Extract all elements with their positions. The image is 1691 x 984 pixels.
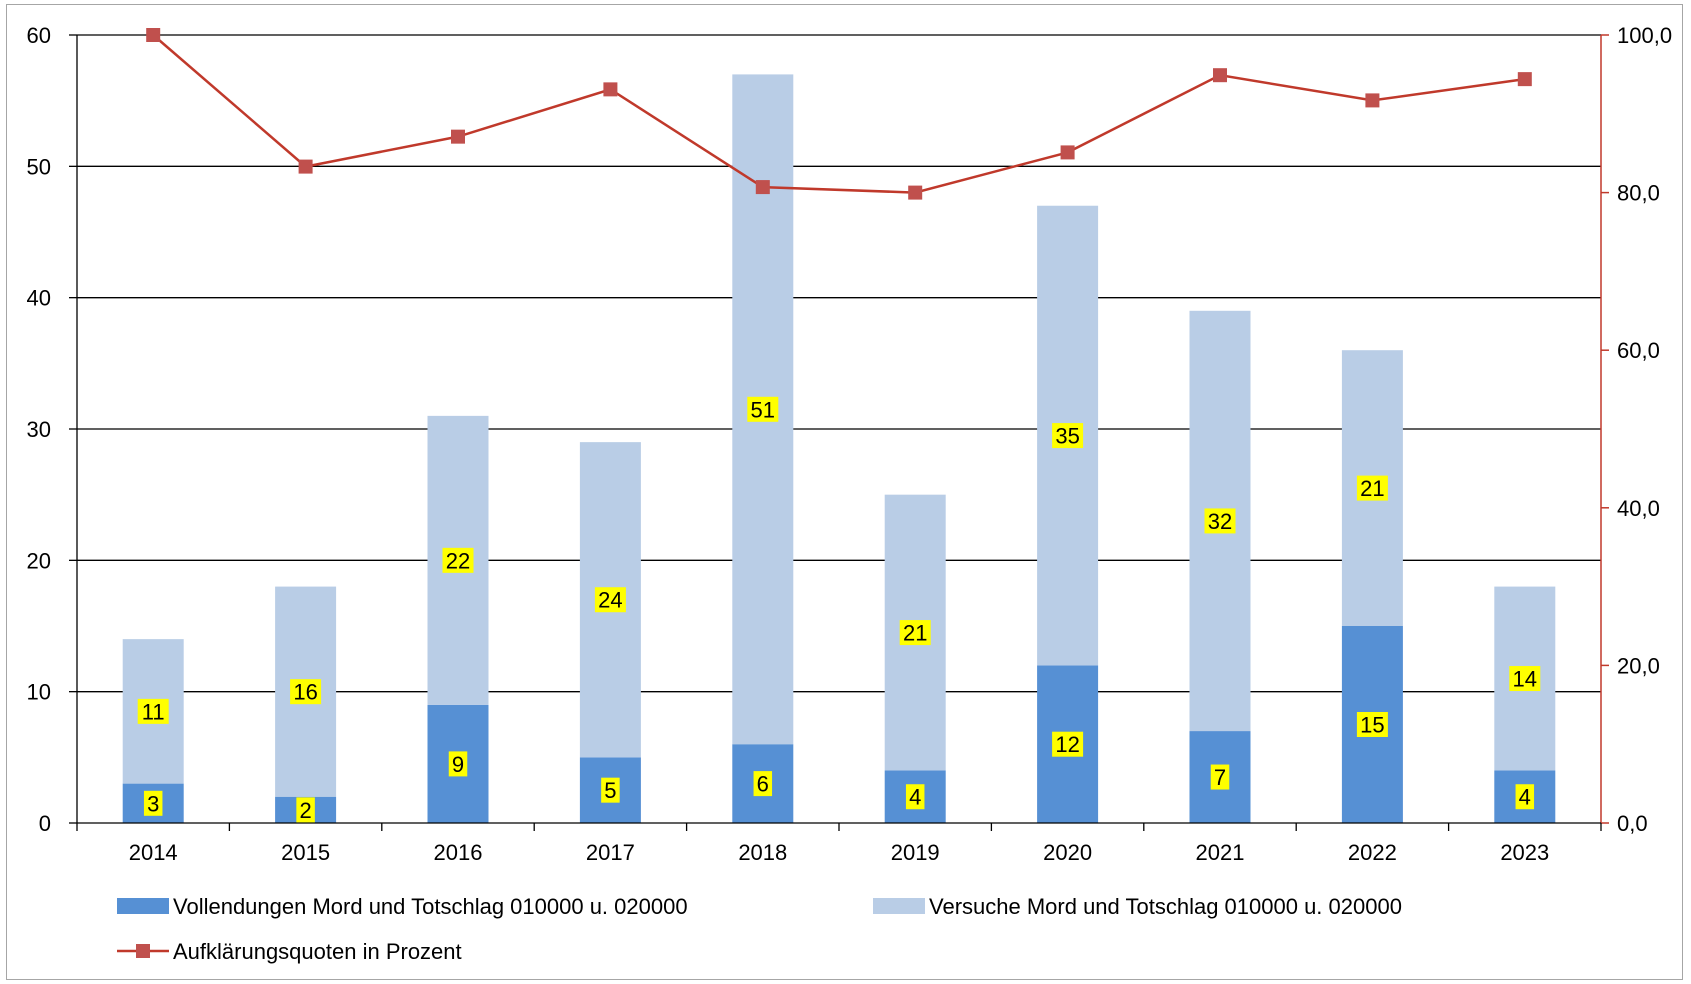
- rate-point: [1060, 145, 1075, 160]
- rate-point: [298, 159, 313, 174]
- left-tick-label: 0: [39, 811, 51, 836]
- rate-point: [1213, 68, 1227, 83]
- rate-point: [451, 129, 465, 144]
- legend-marker-rate: [136, 944, 150, 958]
- x-tick-label: 2023: [1500, 840, 1549, 865]
- left-tick-label: 40: [27, 286, 51, 311]
- left-tick-label: 20: [27, 548, 51, 573]
- rate-point: [146, 28, 161, 42]
- label-versuche: 22: [446, 548, 470, 573]
- rate-point: [1517, 72, 1532, 87]
- left-tick-label: 50: [27, 154, 51, 179]
- label-versuche-bg: [290, 679, 322, 705]
- right-tick-label: 20,0: [1617, 653, 1660, 678]
- label-versuche: 11: [142, 699, 165, 724]
- label-vollendungen-bg: [448, 751, 468, 777]
- label-versuche: 16: [293, 680, 317, 705]
- label-vollendungen-bg: [1515, 784, 1535, 810]
- legend-label-vollendungen: Vollendungen Mord und Totschlag 010000 u…: [173, 894, 688, 919]
- label-versuche: 35: [1055, 424, 1079, 449]
- legend-swatch-versuche: [873, 898, 925, 914]
- rate-point: [755, 180, 770, 195]
- rate-line: [146, 28, 1532, 200]
- rate-point: [908, 185, 923, 200]
- label-versuche-bg: [899, 620, 931, 646]
- label-vollendungen-bg: [753, 771, 773, 797]
- left-tick-label: 10: [27, 680, 51, 705]
- x-tick-label: 2021: [1196, 840, 1245, 865]
- label-versuche: 32: [1208, 509, 1232, 534]
- right-tick-label: 100,0: [1617, 23, 1672, 48]
- axes: 0 10 20 30 40 50 60 0,0 20,0 40,0 60,0 80,0 100,0 201…: [27, 23, 1673, 865]
- label-versuche-bg: [442, 547, 474, 573]
- label-versuche-bg: [1204, 508, 1236, 534]
- label-vollendungen-bg: [143, 790, 163, 816]
- label-versuche: 21: [1360, 476, 1384, 501]
- label-versuche-bg: [747, 396, 779, 422]
- label-vollendungen: 4: [909, 785, 921, 810]
- label-vollendungen: 3: [147, 791, 159, 816]
- label-vollendungen: 2: [299, 798, 311, 823]
- legend-label-rate: Aufklärungsquoten in Prozent: [173, 939, 462, 964]
- label-vollendungen-bg: [296, 797, 315, 823]
- bars: [122, 74, 1556, 823]
- x-tick-label: 2022: [1348, 840, 1397, 865]
- rate-point: [1365, 93, 1380, 108]
- label-versuche: 24: [598, 588, 622, 613]
- label-vollendungen-bg: [1210, 764, 1230, 790]
- label-versuche-bg: [137, 698, 169, 724]
- left-tick-label: 30: [27, 417, 51, 442]
- label-vollendungen-bg: [601, 777, 620, 803]
- x-tick-label: 2014: [129, 840, 178, 865]
- label-vollendungen-bg: [1052, 731, 1084, 757]
- label-versuche-bg: [1356, 475, 1388, 501]
- x-tick-label: 2020: [1043, 840, 1092, 865]
- x-tick-label: 2016: [434, 840, 483, 865]
- legend-swatch-vollendungen: [117, 898, 169, 914]
- rate-point: [603, 82, 618, 97]
- right-tick-label: 0,0: [1617, 811, 1648, 836]
- label-vollendungen: 4: [1519, 785, 1531, 810]
- label-vollendungen: 15: [1360, 713, 1384, 738]
- label-versuche: 14: [1513, 667, 1537, 692]
- label-versuche-bg: [594, 587, 626, 613]
- x-tick-label: 2018: [738, 840, 787, 865]
- label-versuche-bg: [1509, 666, 1541, 692]
- right-tick-label: 60,0: [1617, 338, 1660, 363]
- label-vollendungen: 5: [604, 778, 616, 803]
- label-vollendungen: 9: [452, 752, 464, 777]
- label-versuche: 21: [903, 621, 927, 646]
- label-vollendungen-bg: [905, 784, 925, 810]
- label-vollendungen: 7: [1214, 765, 1226, 790]
- legend-label-versuche: Versuche Mord und Totschlag 010000 u. 02…: [929, 894, 1402, 919]
- right-tick-label: 40,0: [1617, 496, 1660, 521]
- legend: Vollendungen Mord und Totschlag 010000 u…: [117, 894, 1402, 964]
- x-tick-label: 2017: [586, 840, 635, 865]
- label-versuche-bg: [1052, 423, 1084, 449]
- label-vollendungen-bg: [1356, 712, 1388, 737]
- x-tick-label: 2015: [281, 840, 330, 865]
- data-labels: 3 11 2 16 9 22 5 24 6 51 4 21 12 35 7 32 15 21 4 14: [137, 396, 1541, 823]
- label-vollendungen: 6: [757, 772, 769, 797]
- label-vollendungen: 12: [1055, 732, 1079, 757]
- x-tick-label: 2019: [891, 840, 940, 865]
- rate-polyline: [152, 34, 1525, 194]
- right-tick-label: 80,0: [1617, 181, 1660, 206]
- label-versuche: 51: [751, 397, 775, 422]
- left-tick-label: 60: [27, 23, 51, 48]
